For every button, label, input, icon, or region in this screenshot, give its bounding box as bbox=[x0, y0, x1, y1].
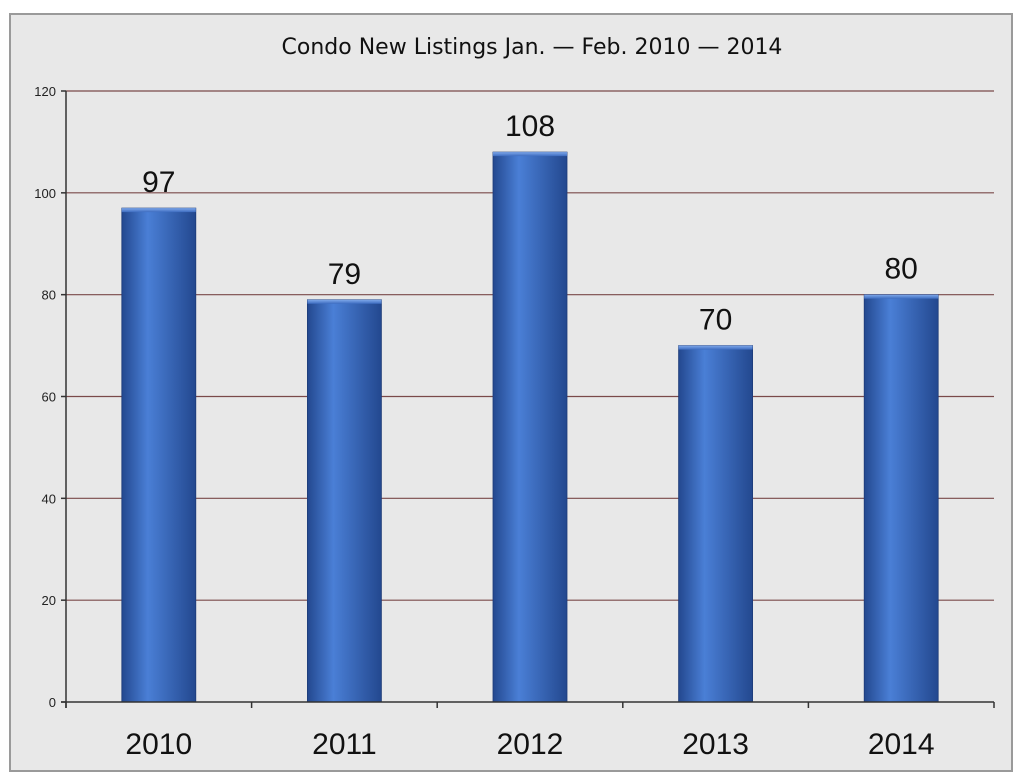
data-label: 79 bbox=[328, 258, 361, 291]
data-label: 80 bbox=[885, 253, 918, 286]
bar-2014 bbox=[863, 294, 939, 703]
x-tick-label: 2011 bbox=[312, 728, 377, 761]
bar-top-2014 bbox=[864, 294, 939, 299]
bar-2012 bbox=[492, 151, 568, 703]
y-axis-ticks: 0 20 40 60 80 100 120 bbox=[34, 84, 66, 710]
bars bbox=[121, 151, 939, 703]
bar-2010 bbox=[121, 207, 197, 703]
bar-top-2011 bbox=[307, 299, 382, 304]
chart-title: Condo New Listings Jan. — Feb. 2010 — 20… bbox=[282, 35, 783, 60]
data-labels: 97 79 108 70 80 bbox=[142, 110, 918, 336]
bar-2011 bbox=[306, 299, 382, 703]
bar-2013 bbox=[678, 345, 753, 703]
axes bbox=[61, 91, 994, 708]
data-label: 108 bbox=[505, 110, 555, 143]
x-axis-ticks: 2010 2011 2012 2013 2014 bbox=[65, 702, 995, 761]
bar-top-2010 bbox=[121, 208, 196, 213]
y-tick-label: 100 bbox=[34, 186, 56, 201]
x-tick-label: 2014 bbox=[868, 728, 935, 761]
y-tick-label: 60 bbox=[42, 390, 56, 405]
x-tick-label: 2013 bbox=[682, 728, 749, 761]
x-tick-label: 2012 bbox=[497, 728, 564, 761]
data-label: 70 bbox=[699, 304, 732, 337]
y-tick-label: 120 bbox=[34, 84, 56, 99]
y-tick-label: 20 bbox=[42, 593, 56, 608]
data-label: 97 bbox=[142, 166, 175, 199]
bar-top-2012 bbox=[493, 152, 567, 157]
y-tick-label: 40 bbox=[42, 491, 56, 506]
y-tick-label: 80 bbox=[42, 288, 56, 303]
bar-top-2013 bbox=[678, 345, 753, 350]
y-tick-label: 0 bbox=[49, 695, 56, 710]
x-tick-label: 2010 bbox=[125, 728, 192, 761]
